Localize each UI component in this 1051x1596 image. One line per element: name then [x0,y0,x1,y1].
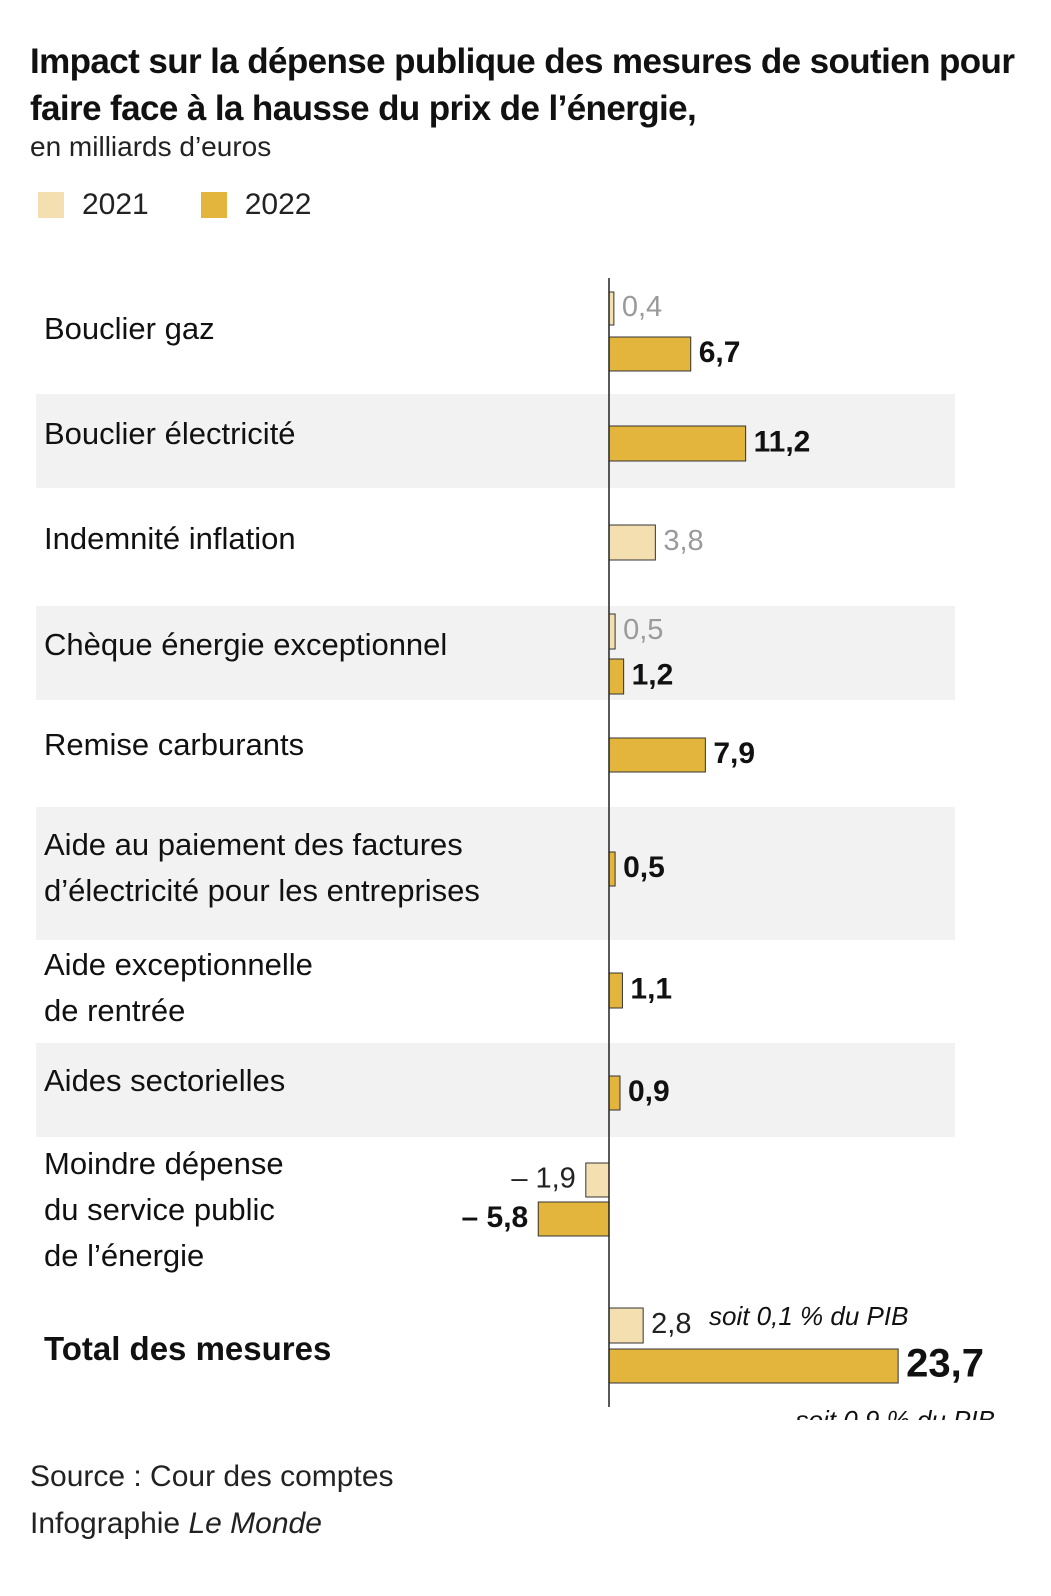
annotation-total-2021: soit 0,1 % du PIB [709,1301,908,1331]
data-label-2022: – 5,8 [462,1201,529,1234]
bar-2021 [608,1307,644,1344]
data-label-2021: 0,4 [622,291,662,323]
data-label-2021: 3,8 [663,525,703,557]
data-label-2022: 6,7 [699,336,741,369]
chart-subtitle: en milliards d’euros [30,131,272,162]
category-label: Total des mesures [44,1330,331,1367]
legend-swatch-2021 [38,192,64,218]
data-label-2021: – 1,9 [511,1163,576,1195]
bar-2022 [608,972,623,1009]
chart-title: Impact sur la dépense publique des mesur… [30,42,1015,128]
row-background [36,606,955,700]
bar-2022 [537,1201,610,1237]
data-label-2021: 0,5 [623,614,663,646]
data-label-2022: 1,2 [632,658,674,691]
bar-2022 [608,737,706,773]
data-label-2022: 7,9 [713,737,755,770]
legend-item-2021: 2021 [38,188,149,222]
category-label: Aides sectorielles [44,1063,285,1098]
credit-prefix: Infographie [30,1507,189,1540]
bar-2021 [585,1162,610,1198]
annotation-total-2022: soit 0,9 % du PIB [796,1405,995,1420]
category-label: Aide exceptionnelle de rentrée [44,947,313,1028]
credit-line: Infographie Le Monde [30,1500,394,1547]
data-label-2021: 2,8 [651,1308,691,1340]
bar-2022 [608,425,747,462]
category-label: Aide au paiement des factures d’électrici… [44,827,480,908]
legend-item-2022: 2022 [200,188,312,222]
bar-2022 [608,336,692,372]
category-label: Bouclier gaz [44,311,215,346]
data-label-2022: 0,5 [623,851,665,884]
data-label-2022: 11,2 [754,425,811,458]
credit-name: Le Monde [188,1507,322,1540]
bar-chart: Bouclier gaz Bouclier électricité Indemnit… [36,278,995,1420]
category-label: Remise carburants [44,727,304,762]
category-label: Bouclier électricité [44,416,296,451]
bar-2021 [608,613,616,650]
bar-2022 [608,1348,899,1384]
row-background [36,807,955,940]
data-label-2022: 23,7 [906,1342,984,1386]
source-text: Source : Cour des comptes [30,1460,394,1493]
legend-label-2021: 2021 [82,188,149,221]
source-note: Source : Cour des comptes Infographie Le… [30,1453,394,1547]
legend-swatch-2022 [200,192,227,218]
bar-2022 [608,1075,621,1111]
data-label-2022: 0,9 [628,1075,670,1108]
legend-label-2022: 2022 [244,188,312,221]
category-label: Indemnité inflation [44,521,296,556]
bar-2022 [608,851,616,887]
category-label: Moindre dépense du service public de l’éne… [44,1146,284,1273]
bar-2021 [608,524,656,561]
category-label: Chèque énergie exceptionnel [44,627,447,662]
data-label-2022: 1,1 [630,972,672,1005]
row-background [36,394,955,488]
bar-2022 [608,658,625,695]
row-background [36,1043,955,1137]
legend: 2021 2022 [38,188,364,222]
